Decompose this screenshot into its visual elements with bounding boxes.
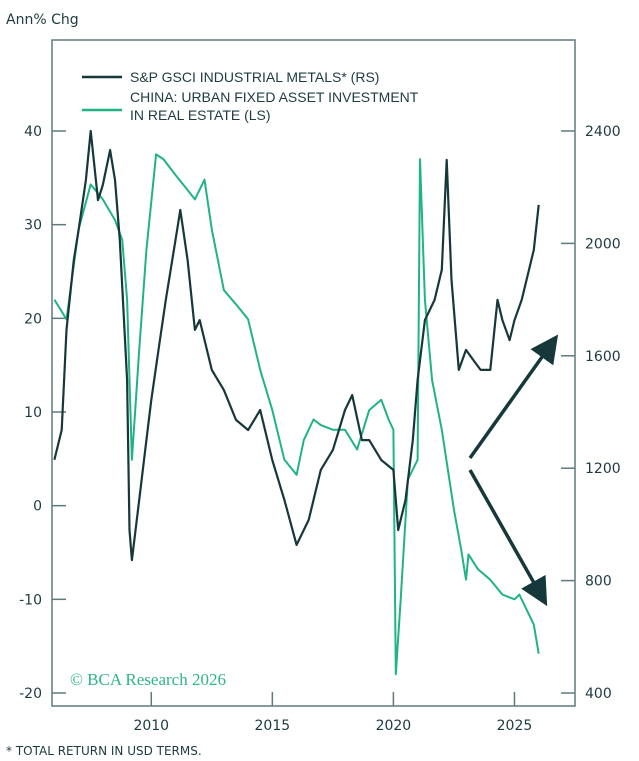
right-tick-label: 1200 xyxy=(585,461,621,477)
footnote: * TOTAL RETURN IN USD TERMS. xyxy=(6,744,202,758)
right-tick-label: 800 xyxy=(585,574,612,590)
watermark: © BCA Research 2026 xyxy=(70,670,226,689)
legend-label-china-fai-1: CHINA: URBAN FIXED ASSET INVESTMENT xyxy=(130,89,419,105)
left-tick-label: -20 xyxy=(19,686,42,702)
right-tick-label: 400 xyxy=(585,686,612,702)
y-unit-label: Ann% Chg xyxy=(6,12,79,28)
left-tick-label: 20 xyxy=(24,311,42,327)
x-tick-label: 2020 xyxy=(376,718,412,734)
annotation-arrows xyxy=(468,334,559,607)
series-line-china-fai xyxy=(53,153,540,676)
x-tick-label: 2025 xyxy=(497,718,533,734)
series-line-metals xyxy=(53,129,540,562)
right-tick-label: 1600 xyxy=(585,349,621,365)
left-tick-label: 10 xyxy=(24,405,42,421)
plot-frame xyxy=(51,39,576,707)
x-tick-label: 2015 xyxy=(255,718,291,734)
left-tick-label: 0 xyxy=(33,499,42,515)
x-tick-label: 2010 xyxy=(133,718,169,734)
arrow-up xyxy=(468,334,559,460)
left-tick-label: 40 xyxy=(24,124,42,140)
legend-label-metals: S&P GSCI INDUSTRIAL METALS* (RS) xyxy=(130,69,379,85)
left-tick-label: -10 xyxy=(19,592,42,608)
right-tick-label: 2400 xyxy=(585,124,621,140)
right-tick-label: 2000 xyxy=(585,236,621,252)
legend: S&P GSCI INDUSTRIAL METALS* (RS) CHINA: … xyxy=(82,69,419,123)
legend-label-china-fai-2: IN REAL ESTATE (LS) xyxy=(130,107,271,123)
arrow-down xyxy=(468,469,548,607)
left-tick-label: 30 xyxy=(24,218,42,234)
